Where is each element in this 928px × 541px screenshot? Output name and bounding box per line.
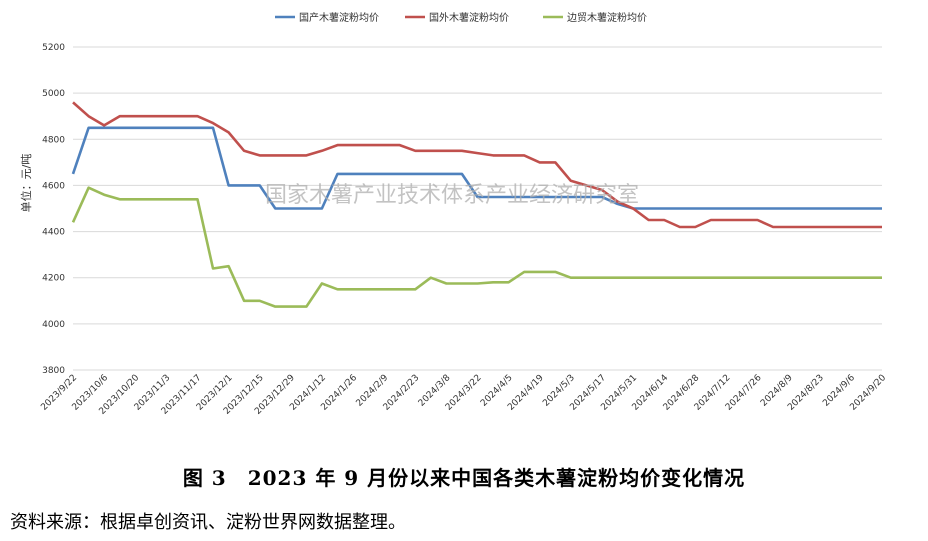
y-tick-label: 5000 (42, 89, 65, 99)
price-line-chart: 3800 4000 4200 4400 4600 4800 5000 5200 2023/9/… (19, 11, 888, 417)
legend: 国产木薯淀粉均价 国外木薯淀粉均价 边贸木薯淀粉均价 (275, 11, 647, 24)
y-axis-ticks: 3800 4000 4200 4400 4600 4800 5000 5200 (42, 43, 65, 376)
y-tick-label: 5200 (42, 43, 65, 53)
grid-lines (73, 46, 882, 371)
y-tick-label: 4200 (42, 274, 65, 284)
series-line-1 (71, 126, 882, 210)
watermark: 国家木薯产业技术体系产业经济研究室 (265, 183, 639, 208)
legend-label: 边贸木薯淀粉均价 (567, 11, 647, 24)
data-source-note: 资料来源：根据卓创资讯、淀粉世界网数据整理。 (10, 512, 406, 533)
series-line-3 (71, 186, 882, 308)
y-axis-label: 单位：元/吨 (19, 154, 33, 213)
y-tick-label: 4800 (42, 135, 65, 145)
series-lines (71, 101, 882, 308)
series-line-2 (72, 101, 882, 229)
figure-caption: 图 3 2023 年 9 月份以来中国各类木薯淀粉均价变化情况 (182, 466, 746, 490)
y-tick-label: 4000 (42, 320, 65, 330)
y-tick-label: 4600 (42, 181, 65, 191)
x-axis-ticks: 2023/9/222023/10/62023/10/202023/11/3202… (39, 373, 888, 417)
legend-label: 国产木薯淀粉均价 (299, 11, 379, 24)
y-tick-label: 4400 (42, 228, 65, 238)
y-tick-label: 3800 (42, 366, 65, 376)
legend-label: 国外木薯淀粉均价 (429, 11, 509, 24)
